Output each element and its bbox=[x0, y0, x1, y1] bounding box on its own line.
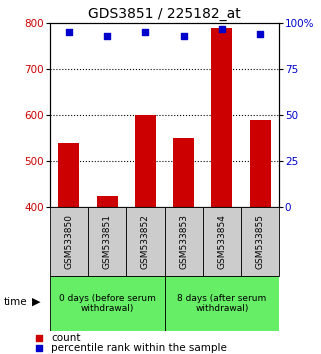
Bar bbox=[250, 120, 271, 207]
Point bbox=[181, 33, 186, 39]
Text: ▶: ▶ bbox=[32, 297, 40, 307]
Bar bbox=[164, 207, 203, 276]
Text: 8 days (after serum
withdrawal): 8 days (after serum withdrawal) bbox=[177, 294, 266, 313]
Bar bbox=[203, 207, 241, 276]
Bar bbox=[50, 207, 88, 276]
Text: GSM533852: GSM533852 bbox=[141, 214, 150, 269]
Text: 0 days (before serum
withdrawal): 0 days (before serum withdrawal) bbox=[59, 294, 156, 313]
Bar bbox=[241, 207, 279, 276]
Bar bbox=[126, 207, 164, 276]
Bar bbox=[50, 276, 164, 331]
Bar bbox=[58, 143, 79, 207]
Text: GSM533851: GSM533851 bbox=[103, 214, 112, 269]
Text: GSM533854: GSM533854 bbox=[217, 214, 226, 269]
Point bbox=[36, 345, 41, 351]
Point bbox=[66, 29, 72, 35]
Bar bbox=[135, 115, 156, 207]
Bar bbox=[97, 195, 118, 207]
Text: GSM533855: GSM533855 bbox=[256, 214, 265, 269]
Text: percentile rank within the sample: percentile rank within the sample bbox=[51, 343, 227, 353]
Point bbox=[105, 33, 110, 39]
Text: GSM533853: GSM533853 bbox=[179, 214, 188, 269]
Point bbox=[36, 335, 41, 341]
Bar bbox=[211, 28, 232, 207]
Point bbox=[219, 26, 224, 32]
Point bbox=[143, 29, 148, 35]
Bar bbox=[88, 207, 126, 276]
Bar bbox=[164, 276, 279, 331]
Point bbox=[257, 31, 263, 37]
Title: GDS3851 / 225182_at: GDS3851 / 225182_at bbox=[88, 7, 241, 21]
Bar bbox=[173, 138, 194, 207]
Text: count: count bbox=[51, 333, 80, 343]
Text: time: time bbox=[3, 297, 27, 307]
Text: GSM533850: GSM533850 bbox=[65, 214, 74, 269]
